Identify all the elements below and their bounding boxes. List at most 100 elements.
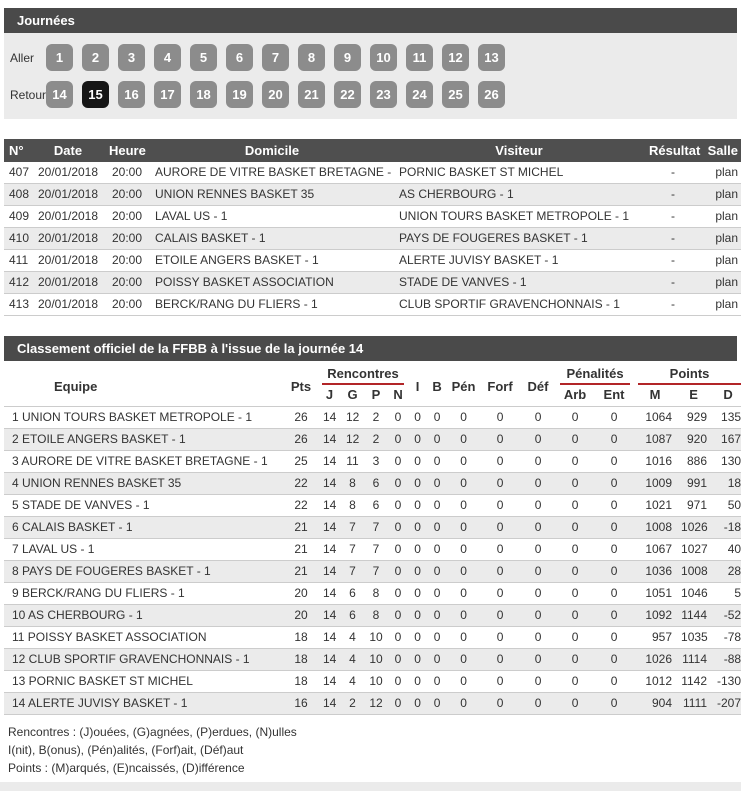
standings-table: Equipe Pts Rencontres I B Pén Forf Déf P… [4, 361, 741, 715]
standings-cell-g: 4 [341, 626, 364, 649]
standings-row: 13 PORNIC BASKET ST MICHEL 18 14 4 10 0 0 0 0 0 0 0… [4, 670, 741, 693]
journee-button-5[interactable]: 5 [190, 44, 217, 71]
standings-group-points: Points [634, 361, 741, 385]
standings-cell-pts: 26 [284, 406, 318, 429]
journee-button-12[interactable]: 12 [442, 44, 469, 71]
standings-cell-pts: 21 [284, 538, 318, 561]
standings-row: 8 PAYS DE FOUGERES BASKET - 1 21 14 7 7 0 0 0 0 0… [4, 560, 741, 583]
journee-button-4[interactable]: 4 [154, 44, 181, 71]
venue-plan-link[interactable]: plan [702, 227, 741, 250]
results-row: 411 20/01/2018 20:00 ETOILE ANGERS BASKET -… [4, 249, 741, 272]
standings-cell-i: 0 [408, 428, 428, 451]
standings-row: 10 AS CHERBOURG - 1 20 14 6 8 0 0 0 0 0 0 0 0 1092 114… [4, 604, 741, 627]
legend-line-rencontres: Rencontres : (J)ouées, (G)agnées, (P)erd… [8, 725, 297, 739]
standings-cell-ent: 0 [594, 560, 635, 583]
journee-button-23[interactable]: 23 [370, 81, 397, 108]
standings-cell-e: 1046 [676, 582, 712, 605]
standings-cell-b: 0 [427, 626, 448, 649]
results-cell-time: 20:00 [104, 227, 150, 250]
standings-cell-b: 0 [427, 670, 448, 693]
standings-cell-e: 1144 [676, 604, 712, 627]
results-cell-time: 20:00 [104, 205, 150, 228]
journee-button-9[interactable]: 9 [334, 44, 361, 71]
standings-cell-g: 7 [341, 538, 364, 561]
journee-button-10[interactable]: 10 [370, 44, 397, 71]
standings-col-ent: Ent [594, 385, 635, 407]
standings-cell-j: 14 [318, 406, 341, 429]
standings-cell-j: 14 [318, 450, 341, 473]
journee-button-7[interactable]: 7 [262, 44, 289, 71]
standings-cell-d: 167 [711, 428, 741, 451]
results-cell-result: - [644, 249, 702, 272]
journee-button-3[interactable]: 3 [118, 44, 145, 71]
journee-button-13[interactable]: 13 [478, 44, 505, 71]
aller-buttons: 1 2 3 4 5 6 7 8 9 10 11 12 13 [46, 44, 505, 71]
standings-cell-def: 0 [520, 604, 557, 627]
results-cell-away: AS CHERBOURG - 1 [394, 183, 644, 206]
results-cell-num: 407 [4, 162, 32, 184]
standings-cell-p: 8 [364, 604, 388, 627]
standings-cell-i: 0 [408, 692, 428, 715]
standings-cell-pen: 0 [447, 450, 481, 473]
journee-button-15[interactable]: 15 [82, 81, 109, 108]
results-cell-away: UNION TOURS BASKET METROPOLE - 1 [394, 205, 644, 228]
standings-cell-d: -88 [711, 648, 741, 671]
standings-cell-pen: 0 [447, 670, 481, 693]
journee-button-6[interactable]: 6 [226, 44, 253, 71]
retour-row: Retour 14 15 16 17 18 19 20 21 22 23 24 25 26 [10, 81, 729, 108]
journee-button-26[interactable]: 26 [478, 81, 505, 108]
standings-cell-e: 1142 [676, 670, 712, 693]
standings-cell-p: 3 [364, 450, 388, 473]
standings-col-arb: Arb [556, 385, 595, 407]
results-cell-time: 20:00 [104, 293, 150, 316]
journee-button-19[interactable]: 19 [226, 81, 253, 108]
standings-row: 9 BERCK/RANG DU FLIERS - 1 20 14 6 8 0 0 0 0 0 0 0 0… [4, 582, 741, 605]
standings-cell-ent: 0 [594, 582, 635, 605]
venue-plan-link[interactable]: plan [702, 205, 741, 228]
journee-button-24[interactable]: 24 [406, 81, 433, 108]
standings-cell-pts: 16 [284, 692, 318, 715]
penalites-group-label: Pénalités [560, 366, 631, 385]
results-cell-time: 20:00 [104, 183, 150, 206]
standings-cell-g: 11 [341, 450, 364, 473]
journee-button-18[interactable]: 18 [190, 81, 217, 108]
journee-button-25[interactable]: 25 [442, 81, 469, 108]
results-row: 412 20/01/2018 20:00 POISSY BASKET ASSOCIAT… [4, 271, 741, 294]
standings-cell-e: 1026 [676, 516, 712, 539]
results-cell-date: 20/01/2018 [32, 205, 104, 228]
journee-button-21[interactable]: 21 [298, 81, 325, 108]
journee-button-1[interactable]: 1 [46, 44, 73, 71]
venue-plan-link[interactable]: plan [702, 249, 741, 272]
standings-cell-i: 0 [408, 472, 428, 495]
venue-plan-link[interactable]: plan [702, 293, 741, 316]
standings-cell-p: 2 [364, 406, 388, 429]
venue-plan-link[interactable]: plan [702, 271, 741, 294]
journee-button-17[interactable]: 17 [154, 81, 181, 108]
venue-plan-link[interactable]: plan [702, 162, 741, 184]
standings-cell-arb: 0 [556, 516, 595, 539]
journee-button-2[interactable]: 2 [82, 44, 109, 71]
journee-button-16[interactable]: 16 [118, 81, 145, 108]
standings-group-rencontres: Rencontres [318, 361, 409, 385]
journee-button-20[interactable]: 20 [262, 81, 289, 108]
journee-button-8[interactable]: 8 [298, 44, 325, 71]
legend-line-bonus: I(nit), B(onus), (Pén)alités, (Forf)ait,… [8, 743, 244, 757]
standings-cell-p: 2 [364, 428, 388, 451]
standings-col-def: Déf [520, 361, 557, 407]
journee-button-11[interactable]: 11 [406, 44, 433, 71]
standings-cell-p: 7 [364, 560, 388, 583]
standings-cell-d: 28 [711, 560, 741, 583]
standings-cell-team: 3 AURORE DE VITRE BASKET BRETAGNE - 1 [4, 450, 284, 473]
standings-cell-def: 0 [520, 450, 557, 473]
journee-button-22[interactable]: 22 [334, 81, 361, 108]
journee-button-14[interactable]: 14 [46, 81, 73, 108]
results-cell-away: STADE DE VANVES - 1 [394, 271, 644, 294]
aller-row: Aller 1 2 3 4 5 6 7 8 9 10 11 12 13 [10, 44, 729, 71]
venue-plan-link[interactable]: plan [702, 183, 741, 206]
results-cell-date: 20/01/2018 [32, 162, 104, 184]
standings-col-i: I [408, 361, 428, 407]
standings-cell-d: 135 [711, 406, 741, 429]
standings-cell-forf: 0 [480, 648, 521, 671]
standings-cell-g: 12 [341, 406, 364, 429]
standings-cell-d: 50 [711, 494, 741, 517]
